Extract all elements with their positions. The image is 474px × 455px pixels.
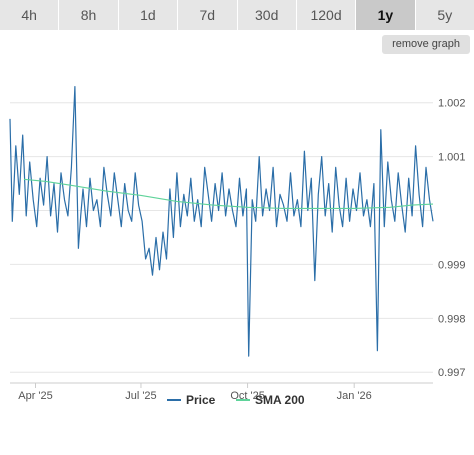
tab-8h[interactable]: 8h — [59, 0, 119, 30]
tab-1y[interactable]: 1y — [356, 0, 416, 30]
x-tick-label: Jan '26 — [337, 390, 372, 402]
tab-4h[interactable]: 4h — [0, 0, 60, 30]
x-tick-label: Apr '25 — [18, 390, 53, 402]
legend-price-label: Price — [186, 393, 216, 407]
y-tick-label: 0.999 — [438, 259, 466, 271]
x-tick-label: Jul '25 — [125, 390, 156, 402]
remove-graph-button[interactable]: remove graph — [382, 35, 470, 54]
y-tick-label: 0.998 — [438, 313, 466, 325]
tab-120d[interactable]: 120d — [296, 0, 357, 30]
legend-sma-200-label: SMA 200 — [255, 393, 305, 407]
price-series-line — [9, 86, 434, 357]
y-tick-label: 1.002 — [438, 98, 466, 110]
tab-30d[interactable]: 30d — [237, 0, 297, 30]
tab-1d[interactable]: 1d — [118, 0, 179, 30]
tab-7d[interactable]: 7d — [178, 0, 238, 30]
tab-5y[interactable]: 5y — [415, 0, 474, 30]
time-range-tabs: 4h 8h 1d 7d 30d 120d 1y 5y — [0, 0, 474, 30]
sma-200-series-line — [23, 178, 434, 209]
y-tick-label: 1.001 — [438, 152, 466, 164]
y-tick-label: 0.997 — [438, 367, 466, 379]
